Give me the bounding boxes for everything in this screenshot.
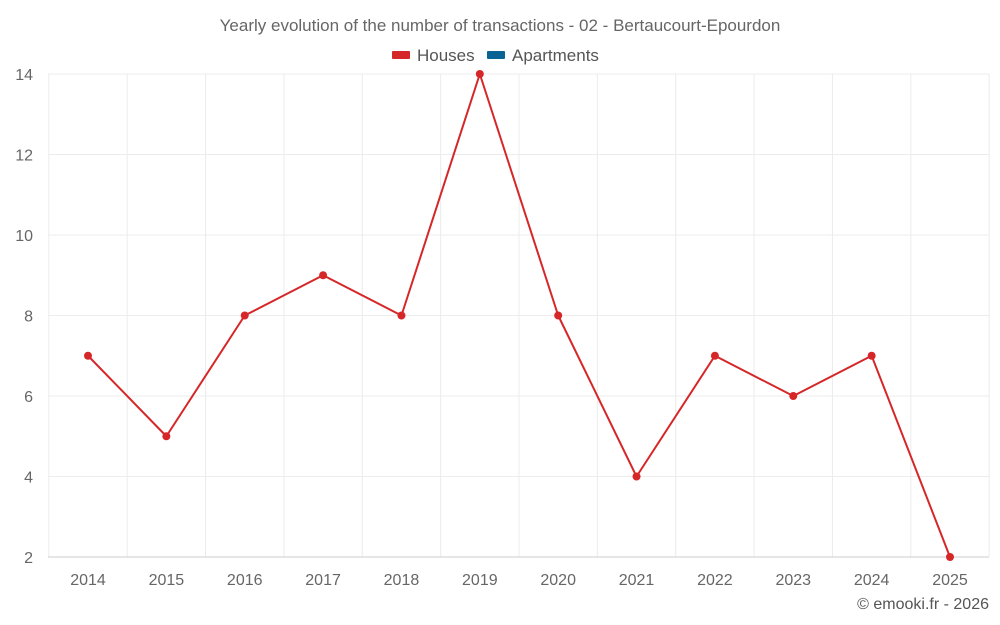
data-point[interactable]: [789, 392, 798, 400]
x-tick-label: 2020: [540, 572, 576, 589]
x-tick-label: 2016: [227, 572, 263, 589]
data-point[interactable]: [946, 553, 954, 561]
x-tick-label: 2025: [932, 572, 968, 589]
x-tick-label: 2019: [462, 572, 498, 589]
y-tick-label: 6: [24, 389, 33, 406]
data-point[interactable]: [84, 351, 92, 360]
x-tick-label: 2021: [619, 572, 655, 589]
data-point[interactable]: [710, 351, 719, 360]
axes: 2 4 6 8 10 12 14 2014 2015 2016 2017 2018 2019 2020 20…: [15, 67, 989, 589]
y-tick-label: 8: [24, 309, 33, 326]
data-point[interactable]: [319, 271, 328, 280]
data-point[interactable]: [240, 311, 249, 320]
y-tick-label: 12: [15, 148, 33, 165]
data-point[interactable]: [632, 472, 641, 481]
data-point[interactable]: [867, 351, 876, 360]
data-point[interactable]: [554, 311, 563, 320]
credit-text: © emooki.fr - 2026: [857, 596, 989, 613]
y-tick-label: 4: [24, 470, 33, 487]
x-tick-label: 2018: [384, 572, 420, 589]
x-tick-label: 2014: [70, 572, 106, 589]
grid: [48, 73, 990, 557]
x-tick-label: 2015: [149, 572, 185, 589]
series-houses: [84, 70, 954, 561]
data-point[interactable]: [397, 311, 406, 320]
y-tick-label: 2: [24, 550, 33, 567]
legend: Houses Apartments: [392, 46, 599, 65]
series-line-houses: [87, 73, 951, 558]
x-tick-label: 2023: [775, 572, 811, 589]
legend-label-apartments[interactable]: Apartments: [512, 46, 599, 65]
legend-swatch-apartments: [487, 51, 505, 59]
legend-label-houses[interactable]: Houses: [417, 46, 475, 65]
chart-title: Yearly evolution of the number of transa…: [220, 16, 781, 35]
data-point[interactable]: [475, 70, 484, 78]
data-point[interactable]: [162, 432, 171, 441]
y-tick-label: 10: [15, 228, 33, 245]
y-tick-label: 14: [15, 67, 33, 84]
x-tick-label: 2024: [854, 572, 890, 589]
legend-swatch-houses: [392, 51, 410, 59]
x-tick-label: 2022: [697, 572, 733, 589]
x-tick-label: 2017: [305, 572, 341, 589]
